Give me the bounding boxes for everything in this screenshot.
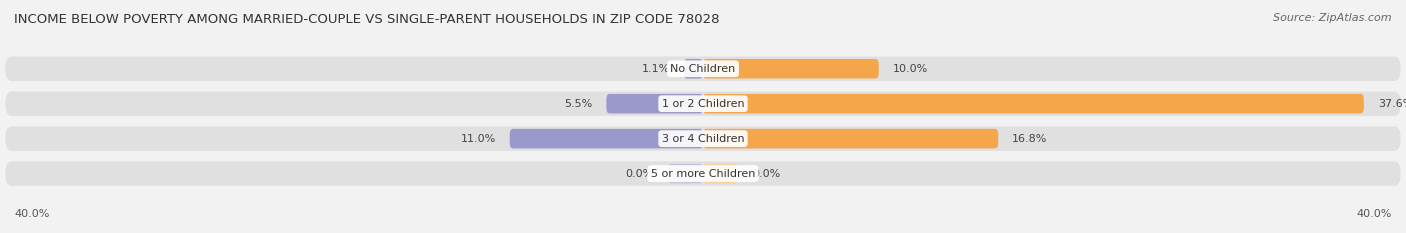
Text: 0.0%: 0.0% (752, 169, 780, 178)
Text: No Children: No Children (671, 64, 735, 74)
Text: Source: ZipAtlas.com: Source: ZipAtlas.com (1274, 13, 1392, 23)
Text: 10.0%: 10.0% (893, 64, 928, 74)
FancyBboxPatch shape (703, 164, 738, 183)
FancyBboxPatch shape (668, 164, 703, 183)
Text: 0.0%: 0.0% (626, 169, 654, 178)
Text: 5.5%: 5.5% (564, 99, 592, 109)
Text: 3 or 4 Children: 3 or 4 Children (662, 134, 744, 144)
Text: 11.0%: 11.0% (460, 134, 496, 144)
FancyBboxPatch shape (683, 59, 703, 79)
Text: 40.0%: 40.0% (1357, 209, 1392, 219)
FancyBboxPatch shape (606, 94, 703, 113)
Text: 40.0%: 40.0% (14, 209, 49, 219)
Text: 1.1%: 1.1% (641, 64, 669, 74)
FancyBboxPatch shape (703, 129, 998, 148)
Text: 16.8%: 16.8% (1012, 134, 1047, 144)
FancyBboxPatch shape (6, 92, 1400, 116)
FancyBboxPatch shape (6, 126, 1400, 151)
Text: 37.6%: 37.6% (1378, 99, 1406, 109)
FancyBboxPatch shape (6, 56, 1400, 81)
FancyBboxPatch shape (703, 59, 879, 79)
FancyBboxPatch shape (6, 161, 1400, 186)
Text: 5 or more Children: 5 or more Children (651, 169, 755, 178)
Text: INCOME BELOW POVERTY AMONG MARRIED-COUPLE VS SINGLE-PARENT HOUSEHOLDS IN ZIP COD: INCOME BELOW POVERTY AMONG MARRIED-COUPL… (14, 13, 720, 26)
FancyBboxPatch shape (703, 94, 1364, 113)
FancyBboxPatch shape (510, 129, 703, 148)
Text: 1 or 2 Children: 1 or 2 Children (662, 99, 744, 109)
